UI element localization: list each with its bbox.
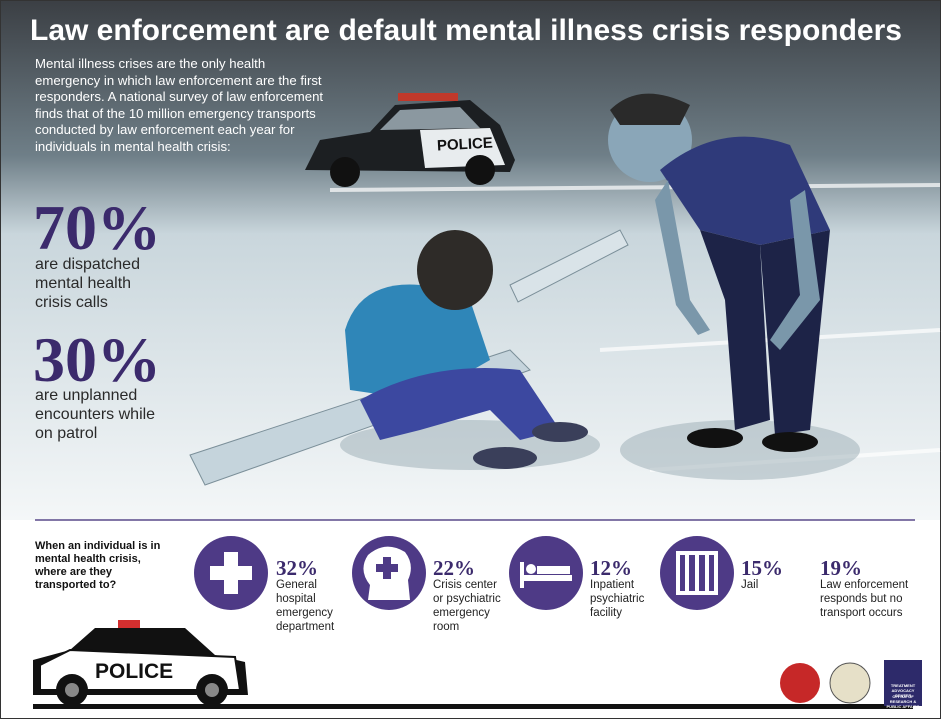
stat-value: 30% <box>33 330 161 390</box>
stat-label: are dispatched mental health crisis call… <box>35 255 170 312</box>
stat-value: 70% <box>33 198 161 258</box>
title: Law enforcement are default mental illne… <box>30 14 920 48</box>
icon-hospital <box>194 536 268 610</box>
item-label: General hospital emergency department <box>276 578 351 634</box>
logo-text: OFFICE OF RESEARCH & PUBLIC AFFAIRS <box>885 694 921 709</box>
stat-label: are unplanned encounters while on patrol <box>35 386 170 443</box>
item-label: Law enforcement responds but no transpor… <box>820 578 920 620</box>
car-label: POLICE <box>437 135 494 155</box>
item-label: Inpatient psychiatric facility <box>590 578 660 620</box>
logo-badge <box>830 663 870 703</box>
icon-inpatient <box>509 536 583 610</box>
intro: Mental illness crises are the only healt… <box>35 56 327 155</box>
question: When an individual is in mental health c… <box>35 540 170 592</box>
logo-seal <box>780 663 820 703</box>
item-label: Jail <box>741 578 801 592</box>
page: {"header": {"title": "Law enforcement ar… <box>0 0 941 719</box>
item-label: Crisis center or psychiatric emergency r… <box>433 578 508 634</box>
car-label: POLICE <box>95 660 173 684</box>
icon-crisis-center <box>352 536 426 610</box>
icon-jail <box>660 536 734 610</box>
